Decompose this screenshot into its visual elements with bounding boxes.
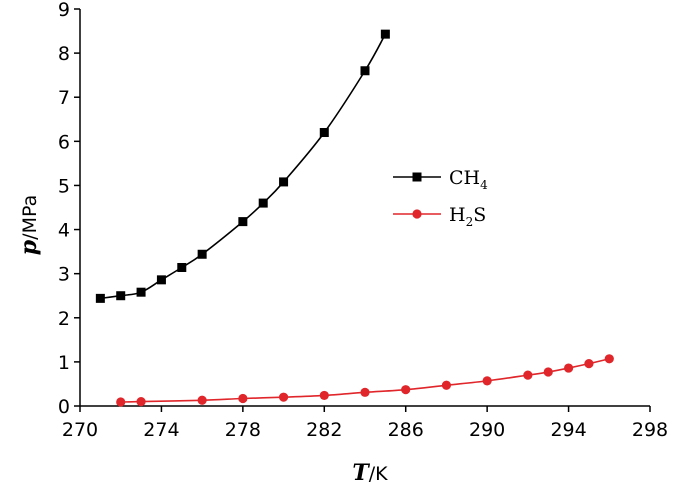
x-axis-label: T/K (352, 460, 388, 486)
point-h2s (319, 390, 329, 401)
point-ch4 (319, 128, 329, 138)
axes: 270 274 278 282 286 290 294 298 0 1 2 3 4 5 6 7 8 9 (58, 0, 668, 441)
y-tick-label: 6 (58, 131, 70, 153)
y-tick-label: 4 (58, 220, 70, 242)
y-tick-label: 8 (58, 43, 70, 65)
y-axis-variable: p (16, 239, 42, 255)
series-layer (95, 29, 614, 407)
point-ch4 (360, 66, 370, 76)
legend-label-ch4: CH4 (449, 167, 488, 192)
point-h2s (523, 370, 533, 380)
y-tick-label: 9 (58, 0, 70, 21)
point-ch4 (156, 275, 166, 285)
legend-label-h2s: H2S (449, 204, 486, 229)
y-axis-label: p/MPa (16, 195, 42, 255)
point-ch4 (95, 293, 105, 303)
point-ch4 (238, 217, 248, 227)
point-ch4 (380, 29, 390, 39)
point-h2s (238, 393, 248, 404)
point-h2s (360, 387, 370, 397)
point-h2s (604, 354, 614, 364)
y-axis-unit: /MPa (19, 195, 41, 240)
x-tick-label: 286 (388, 419, 424, 441)
x-tick-label: 282 (306, 419, 342, 441)
x-axis-variable: T (352, 460, 370, 486)
point-h2s (401, 385, 411, 395)
y-tick-label: 3 (58, 264, 70, 286)
point-h2s (543, 367, 553, 377)
point-ch4 (258, 198, 268, 208)
x-tick-label: 298 (632, 419, 668, 441)
point-h2s (136, 396, 146, 407)
x-tick-label: 270 (62, 419, 98, 441)
x-tick-label: 274 (143, 419, 179, 441)
x-tick-label: 278 (225, 419, 261, 441)
point-h2s (278, 392, 289, 402)
x-tick-label: 294 (550, 419, 586, 441)
point-h2s (441, 380, 452, 390)
y-tick-label: 0 (58, 396, 70, 418)
legend-marker-h2s (412, 209, 422, 219)
y-tick-label: 2 (58, 308, 70, 330)
point-h2s (482, 376, 492, 386)
legend-marker-ch4 (412, 172, 422, 182)
point-ch4 (136, 287, 146, 297)
point-ch4 (197, 249, 207, 259)
point-h2s (584, 359, 594, 369)
point-ch4 (279, 177, 289, 187)
y-tick-label: 7 (58, 87, 70, 109)
point-ch4 (177, 262, 187, 272)
series-line-ch4 (100, 33, 387, 300)
y-tick-label: 5 (58, 175, 70, 197)
y-tick-label: 1 (58, 352, 70, 374)
x-axis-unit: /K (369, 463, 388, 485)
point-h2s (563, 363, 574, 373)
point-h2s (116, 397, 126, 407)
point-ch4 (116, 291, 126, 301)
point-h2s (197, 395, 207, 405)
x-tick-label: 290 (469, 419, 505, 441)
